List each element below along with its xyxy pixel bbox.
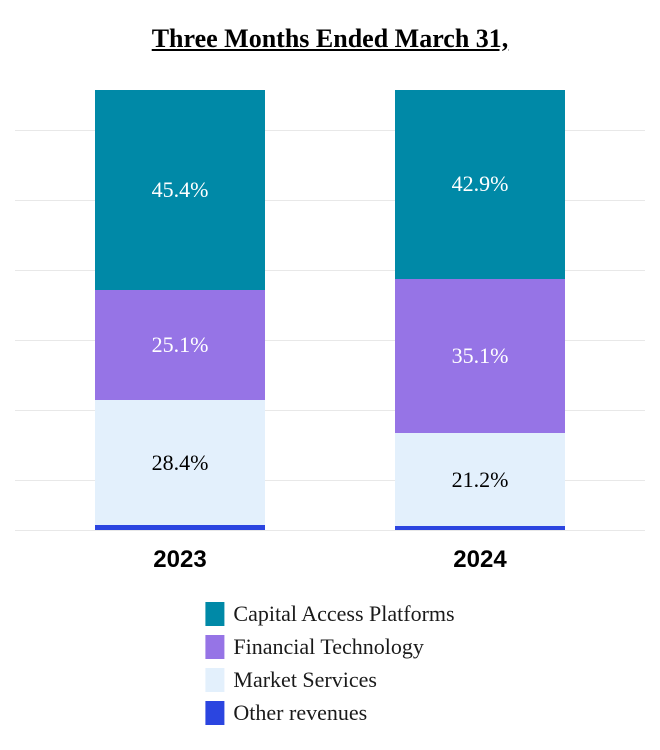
legend-swatch (205, 635, 225, 659)
legend-item: Other revenues (205, 700, 454, 726)
segment-capital-access-platforms: 45.4% (95, 90, 265, 290)
segment-capital-access-platforms: 42.9% (395, 90, 565, 279)
gridline (15, 410, 645, 411)
gridline (15, 270, 645, 271)
segment-market-services: 28.4% (95, 400, 265, 526)
segment-value-label: 35.1% (451, 342, 509, 368)
legend-item: Financial Technology (205, 634, 454, 660)
legend-label: Capital Access Platforms (233, 601, 455, 626)
legend-label: Market Services (233, 667, 377, 692)
legend-item: Capital Access Platforms (205, 601, 455, 627)
legend-swatch (205, 668, 225, 692)
segment-value-label: 28.4% (151, 449, 209, 475)
x-axis-label: 2024 (453, 546, 507, 573)
gridline (15, 480, 645, 481)
legend-label: Financial Technology (233, 634, 424, 659)
legend: Capital Access Platforms Financial Techno… (205, 601, 455, 726)
gridline (15, 530, 645, 531)
gridline (15, 340, 645, 341)
legend-label: Other revenues (233, 700, 368, 725)
gridline (15, 200, 645, 201)
gridline (15, 130, 645, 131)
segment-value-label: 45.4% (151, 176, 209, 202)
segment-value-label: 25.1% (151, 331, 209, 357)
legend-swatch (205, 701, 225, 725)
plot-area: 45.4% 25.1% 28.4% 42.9% 35.1% 21.2% (0, 90, 660, 531)
segment-financial-technology: 25.1% (95, 289, 265, 401)
legend-item: Market Services (205, 667, 454, 693)
segment-other-revenues (395, 526, 565, 530)
bar-2024: 42.9% 35.1% 21.2% (395, 90, 565, 530)
segment-value-label: 42.9% (451, 171, 509, 197)
bar-2023: 45.4% 25.1% 28.4% (95, 90, 265, 530)
segment-market-services: 21.2% (395, 433, 565, 527)
segment-other-revenues (95, 525, 265, 530)
chart-title: Three Months Ended March 31, (151, 24, 509, 53)
segment-value-label: 21.2% (451, 466, 509, 492)
segment-financial-technology: 35.1% (395, 278, 565, 434)
x-axis-label: 2023 (153, 546, 207, 573)
legend-swatch (205, 602, 225, 626)
